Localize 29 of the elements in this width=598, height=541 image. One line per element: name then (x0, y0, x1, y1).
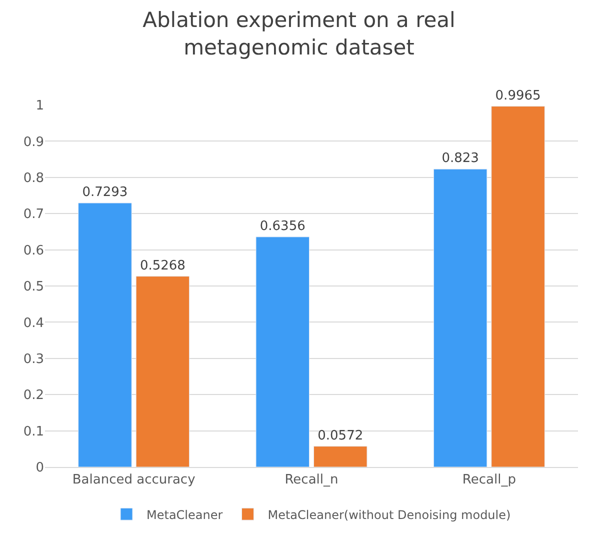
data-label: 0.6356 (260, 218, 306, 234)
data-label: 0.9965 (495, 88, 541, 104)
y-tick-label: 0.1 (23, 424, 44, 440)
y-tick-label: 0 (36, 460, 44, 476)
y-tick-label: 0.6 (23, 243, 44, 258)
data-label: 0.823 (442, 151, 479, 166)
y-tick-label: 0.2 (23, 388, 44, 404)
bar (433, 168, 488, 467)
y-tick-label: 1 (36, 98, 44, 114)
data-label: 0.0572 (318, 428, 364, 444)
bar (136, 276, 190, 467)
y-tick-label: 0.7 (23, 207, 44, 222)
chart-title: Ablation experiment on a real metagenomic dataset (142, 8, 456, 60)
y-tick-label: 0.8 (23, 170, 44, 186)
legend-label: MetaCleaner(without Denoising module) (268, 508, 511, 522)
x-tick-label: Recall_n (284, 472, 338, 488)
y-tick-label: 0.3 (23, 352, 44, 367)
x-tick-label: Balanced accuracy (72, 472, 196, 488)
bar (313, 446, 368, 467)
data-label: 0.5268 (140, 258, 186, 274)
y-tick-label: 0.4 (23, 316, 44, 331)
legend-label: MetaCleaner (146, 508, 223, 522)
bar (78, 202, 132, 467)
bar (256, 236, 310, 467)
y-tick-label: 0.5 (23, 280, 44, 295)
bar (491, 106, 545, 467)
data-label: 0.7293 (82, 184, 128, 200)
y-tick-label: 0.9 (23, 134, 44, 150)
x-tick-label: Recall_p (462, 472, 516, 488)
